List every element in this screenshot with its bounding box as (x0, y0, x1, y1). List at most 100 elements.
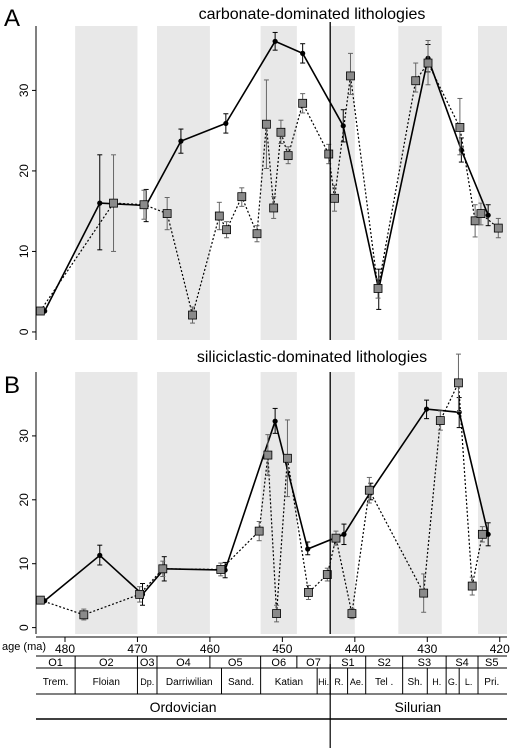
stage-label-s3: S3 (418, 657, 431, 669)
panel-b-solid-series-point-10 (456, 409, 462, 415)
panel-a-solid-series-point-5 (272, 38, 278, 44)
panel-b-dotted-series-point-16 (454, 378, 463, 388)
panel-a-band-0 (75, 26, 138, 340)
panel-a-solid-series-point-1 (97, 200, 103, 206)
age-label-13: L. (465, 677, 473, 687)
stratigraphy-table: O1 O2 O3 O4 O5 O6 O7 S1 S2 S3 S4 S5 Trem. Floian Dp. Da… (36, 655, 507, 720)
panel-b-band-1 (157, 372, 210, 634)
panel-a-y-tick-label-10: 10 (17, 244, 31, 258)
panel-a-dotted-series-point-13 (298, 98, 308, 108)
panel-a-dotted-series-point-0 (35, 306, 45, 316)
panel-b-dotted-series-point-3 (158, 564, 168, 574)
stage-label-o6: O6 (271, 657, 286, 669)
panel-a-dotted-series-point-11 (276, 127, 286, 137)
panel-b-dotted-series-point-18 (477, 529, 487, 539)
panel-a-title: carbonate-dominated lithologies (199, 6, 426, 23)
x-tick-label-480: 480 (55, 642, 75, 656)
age-label-14: Pri. (484, 677, 499, 688)
panel-a-dotted-series-point-2 (139, 200, 149, 210)
panel-a-band-4 (398, 26, 442, 340)
panel-b-dotted-series-point-9 (304, 588, 313, 597)
panel-b-y-tick-label-0: 0 (17, 624, 31, 631)
panel-b-dotted-series-point-6 (263, 450, 273, 460)
x-axis-label: age (ma) (2, 641, 46, 653)
panel-b-dotted-series-point-13 (364, 485, 374, 495)
panel-a-band-2 (260, 26, 297, 340)
panel-b-dotted-series-point-2 (135, 589, 145, 599)
panel-a-dotted-series-point-9 (262, 119, 271, 129)
age-label-6: Hi. (318, 677, 329, 687)
panel-a-dotted-series-point-1 (109, 198, 118, 208)
panel-a-dotted-series-point-3 (162, 209, 172, 218)
period-label-ordovician: Ordovician (150, 699, 217, 715)
x-axis: age (ma) 480 470 460 450 440 430 420 (2, 636, 510, 656)
panel-b-dotted-series-point-5 (254, 526, 264, 536)
stage-label-s4: S4 (455, 657, 468, 669)
panel-b-solid-series-point-7 (341, 531, 347, 537)
stage-label-o5: O5 (228, 657, 243, 669)
panel-a-series (35, 31, 503, 324)
panel-b-y-tick-label-10: 10 (17, 557, 31, 571)
stage-label-o2: O2 (99, 657, 114, 669)
stage-label-s5: S5 (485, 657, 498, 669)
panel-a-dotted-series-point-21 (470, 216, 480, 226)
panel-b-y-axis: 0 10 20 30 (17, 372, 37, 634)
panel-a-letter: A (4, 5, 20, 32)
panel-b-dotted-series-point-4 (216, 565, 226, 574)
panel-b-dotted-series-point-15 (435, 416, 445, 425)
panel-b-solid-series-line (44, 408, 489, 602)
panel-b-solid-series-point-1 (97, 552, 103, 559)
panel-a-dotted-series-point-16 (346, 71, 355, 81)
panel-a-dotted-series-line (39, 61, 499, 318)
panel-a: 0 10 20 30 A carbonate-dominated lithologie… (4, 5, 507, 340)
period-label-silurian: Silurian (395, 699, 442, 715)
panel-b-dotted-series-point-0 (35, 595, 45, 605)
x-tick-label-460: 460 (200, 642, 220, 656)
panel-a-bands (75, 26, 507, 340)
panel-b-solid-series-point-9 (423, 406, 430, 412)
panel-b-band-5 (478, 372, 507, 634)
panel-b-dotted-series-point-8 (283, 453, 292, 463)
panel-b-dotted-series-point-1 (79, 610, 89, 620)
panel-a-dotted-series-point-12 (283, 151, 293, 161)
panel-a-dotted-series-point-7 (237, 192, 247, 202)
panel-a-dotted-series-point-18 (411, 76, 421, 86)
panel-a-band-1 (157, 26, 210, 340)
stage-label-s2: S2 (377, 657, 390, 669)
panel-b-series (35, 353, 491, 623)
age-label-10: Sh. (407, 677, 422, 688)
age-label-8: Ae. (350, 677, 364, 687)
panel-b-band-2 (260, 372, 297, 634)
panel-a-dotted-series-point-23 (493, 223, 503, 233)
panel-a-solid-series-point-6 (300, 50, 306, 56)
age-label-1: Floian (93, 677, 120, 688)
panel-a-dotted-series-point-6 (222, 225, 231, 235)
stage-label-s1: S1 (341, 657, 354, 669)
age-label-4: Sand. (228, 677, 254, 688)
age-label-0: Trem. (43, 677, 69, 688)
panel-a-y-axis: 0 10 20 30 (17, 26, 37, 340)
panel-a-band-5 (478, 26, 507, 340)
panel-a-dotted-series-point-17 (373, 284, 383, 293)
age-label-11: H. (432, 677, 441, 687)
panel-a-dotted-series-point-14 (324, 149, 334, 159)
panel-b-dotted-series-point-10 (322, 570, 332, 579)
age-label-9: Tel . (375, 677, 393, 688)
panel-a-solid-series-point-3 (178, 138, 184, 144)
x-tick-label-470: 470 (127, 642, 147, 656)
x-tick-label-450: 450 (272, 642, 292, 656)
panel-b-dotted-series-point-17 (467, 581, 477, 591)
age-label-12: G. (448, 677, 458, 687)
age-label-5: Katian (275, 677, 303, 688)
panel-b-y-tick-label-30: 30 (17, 429, 31, 443)
panel-b-band-3 (330, 372, 355, 634)
x-tick-label-420: 420 (490, 642, 510, 656)
panel-b-y-tick-label-20: 20 (17, 493, 31, 507)
panel-b-solid-series-point-11 (485, 531, 491, 537)
panel-b-dotted-series-point-11 (331, 533, 341, 543)
x-tick-label-440: 440 (345, 642, 365, 656)
panel-a-solid-series-point-4 (223, 120, 229, 127)
panel-b-title: siliciclastic-dominated lithologies (197, 349, 427, 366)
x-tick-label-430: 430 (417, 642, 437, 656)
